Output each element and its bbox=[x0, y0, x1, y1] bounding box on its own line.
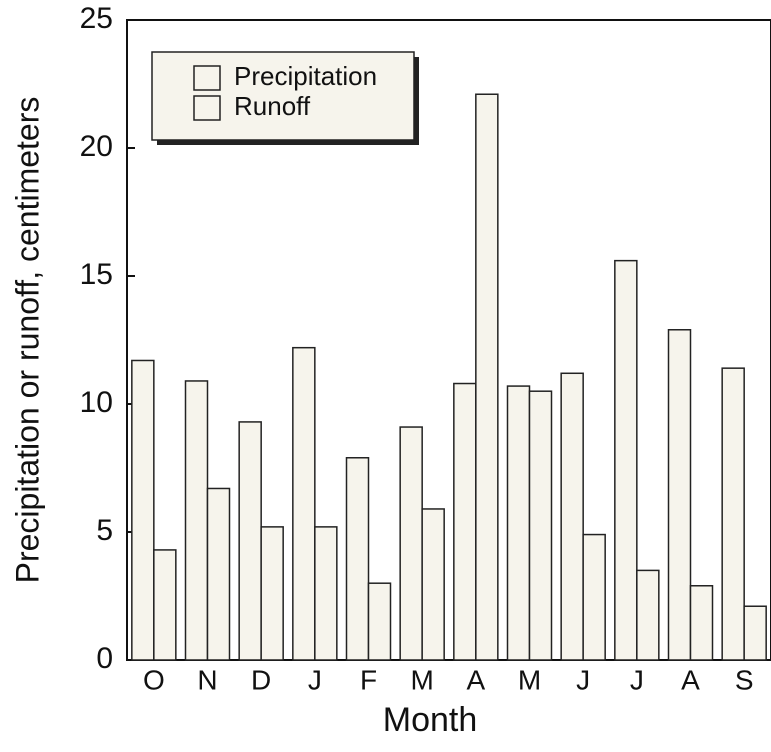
bar bbox=[421, 508, 445, 661]
bar bbox=[153, 549, 177, 661]
x-tick-label: S bbox=[735, 664, 754, 695]
bar bbox=[689, 585, 714, 661]
bar bbox=[260, 526, 284, 661]
x-tick-label: N bbox=[197, 664, 217, 695]
bar bbox=[560, 372, 584, 661]
y-tick-label: 25 bbox=[80, 2, 113, 35]
bar bbox=[667, 329, 692, 661]
bar bbox=[582, 533, 606, 661]
y-tick-label: 15 bbox=[80, 258, 113, 291]
bar bbox=[399, 426, 423, 661]
x-tick-label: O bbox=[143, 664, 165, 695]
y-tick-label: 0 bbox=[96, 642, 113, 675]
legend-label: Precipitation bbox=[234, 61, 377, 91]
bar bbox=[743, 605, 767, 661]
bar bbox=[475, 93, 499, 661]
y-tick-label: 10 bbox=[80, 386, 113, 419]
x-tick-label: J bbox=[630, 664, 644, 695]
bar bbox=[528, 390, 553, 661]
x-tick-label: M bbox=[411, 664, 434, 695]
x-axis-label: Month bbox=[383, 701, 478, 739]
x-tick-label: J bbox=[576, 664, 590, 695]
legend-label: Runoff bbox=[234, 91, 311, 121]
x-tick-label: D bbox=[251, 664, 271, 695]
bar bbox=[345, 457, 370, 661]
bar bbox=[131, 359, 155, 661]
legend-swatch bbox=[193, 95, 221, 121]
legend-swatch bbox=[193, 65, 221, 91]
y-axis-label: Precipitation or runoff, centimeters bbox=[9, 97, 45, 584]
bar bbox=[721, 367, 745, 661]
bar bbox=[292, 346, 316, 661]
x-tick-label: J bbox=[308, 664, 322, 695]
bar bbox=[636, 569, 660, 661]
x-tick-label: M bbox=[518, 664, 541, 695]
bar bbox=[453, 382, 477, 661]
y-tick-label: 20 bbox=[80, 130, 113, 163]
bar bbox=[238, 421, 262, 661]
bar bbox=[184, 380, 209, 661]
x-tick-label: A bbox=[681, 664, 700, 695]
bar bbox=[367, 582, 392, 661]
bar bbox=[614, 259, 638, 661]
bar bbox=[506, 385, 531, 661]
bar bbox=[314, 526, 338, 661]
bar bbox=[206, 487, 231, 661]
x-tick-label: A bbox=[466, 664, 485, 695]
y-tick-label: 5 bbox=[96, 514, 113, 547]
x-tick-label: F bbox=[360, 664, 377, 695]
